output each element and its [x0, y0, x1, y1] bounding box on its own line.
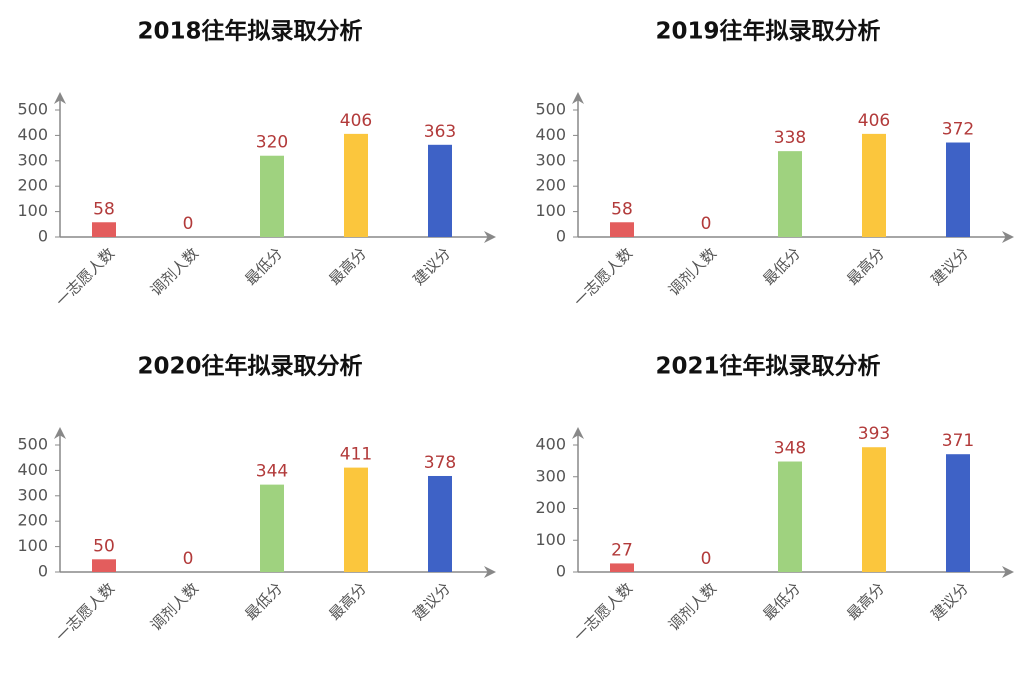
- x-tick-label: 最高分: [843, 579, 888, 624]
- value-label: 0: [701, 549, 712, 569]
- x-tick-label: 一志愿人数: [570, 244, 636, 310]
- x-tick-label: 调剂人数: [665, 244, 720, 299]
- value-label: 0: [183, 549, 194, 569]
- value-label: 58: [611, 199, 633, 219]
- y-tick-label: 100: [535, 530, 566, 549]
- value-label: 320: [256, 133, 288, 153]
- chart-title: 2019往年拟录取分析: [655, 18, 880, 45]
- bar: [610, 222, 634, 237]
- y-tick-label: 400: [17, 125, 48, 144]
- x-tick-label: 最高分: [325, 579, 370, 624]
- value-label: 338: [774, 128, 806, 148]
- y-tick-label: 100: [17, 536, 48, 555]
- x-tick-label: 建议分: [927, 244, 972, 289]
- y-tick-label: 0: [556, 227, 566, 246]
- bar: [428, 475, 452, 572]
- y-tick-label: 300: [535, 150, 566, 169]
- y-tick-label: 500: [535, 100, 566, 119]
- chart-title: 2021往年拟录取分析: [655, 353, 880, 380]
- value-label: 411: [340, 445, 372, 465]
- bar: [862, 447, 886, 572]
- x-tick-label: 调剂人数: [147, 579, 202, 634]
- bar: [610, 563, 634, 572]
- value-label: 363: [424, 122, 456, 142]
- chart-panel: 2021往年拟录取分析010020030040027一志愿人数0调剂人数348最…: [535, 353, 1014, 645]
- x-tick-label: 建议分: [409, 579, 454, 624]
- y-tick-label: 0: [38, 562, 48, 581]
- y-tick-label: 400: [535, 435, 566, 454]
- y-tick-label: 300: [17, 150, 48, 169]
- x-tick-label: 最低分: [241, 579, 286, 624]
- x-tick-label: 调剂人数: [665, 579, 720, 634]
- chart-title: 2020往年拟录取分析: [137, 353, 362, 380]
- chart-panel: 2019往年拟录取分析010020030040050058一志愿人数0调剂人数3…: [535, 18, 1014, 310]
- value-label: 372: [942, 120, 974, 140]
- x-tick-label: 一志愿人数: [52, 579, 118, 645]
- x-tick-label: 调剂人数: [147, 244, 202, 299]
- bar: [428, 144, 452, 237]
- y-tick-label: 200: [17, 511, 48, 530]
- value-label: 378: [424, 453, 456, 473]
- x-tick-label: 最高分: [843, 244, 888, 289]
- bar: [260, 155, 284, 237]
- bar: [344, 133, 368, 237]
- value-label: 27: [611, 540, 633, 560]
- y-tick-label: 0: [38, 227, 48, 246]
- y-tick-label: 200: [535, 498, 566, 517]
- value-label: 0: [183, 214, 194, 234]
- value-label: 406: [340, 111, 372, 131]
- x-tick-label: 最低分: [759, 244, 804, 289]
- value-label: 371: [942, 431, 974, 451]
- x-tick-label: 最低分: [241, 244, 286, 289]
- x-tick-label: 一志愿人数: [52, 244, 118, 310]
- x-tick-label: 最高分: [325, 244, 370, 289]
- chart-panel: 2020往年拟录取分析010020030040050050一志愿人数0调剂人数3…: [17, 353, 496, 645]
- value-label: 406: [858, 111, 890, 131]
- bar: [946, 454, 970, 572]
- y-tick-label: 500: [17, 100, 48, 119]
- bar: [260, 484, 284, 572]
- chart-panel: 2018往年拟录取分析010020030040050058一志愿人数0调剂人数3…: [17, 18, 496, 310]
- y-tick-label: 100: [535, 201, 566, 220]
- value-label: 50: [93, 536, 115, 556]
- value-label: 58: [93, 199, 115, 219]
- bar: [778, 151, 802, 237]
- y-tick-label: 400: [535, 125, 566, 144]
- chart-title: 2018往年拟录取分析: [137, 18, 362, 45]
- value-label: 348: [774, 439, 806, 459]
- value-label: 344: [256, 462, 288, 482]
- y-tick-label: 300: [17, 485, 48, 504]
- y-tick-label: 200: [535, 176, 566, 195]
- y-tick-label: 100: [17, 201, 48, 220]
- y-tick-label: 0: [556, 562, 566, 581]
- value-label: 393: [858, 424, 890, 444]
- y-tick-label: 400: [17, 460, 48, 479]
- bar: [92, 222, 116, 237]
- y-tick-label: 300: [535, 466, 566, 485]
- y-tick-label: 200: [17, 176, 48, 195]
- x-tick-label: 最低分: [759, 579, 804, 624]
- x-tick-label: 建议分: [927, 579, 972, 624]
- bar: [344, 467, 368, 572]
- bar: [862, 133, 886, 237]
- y-tick-label: 500: [17, 435, 48, 454]
- x-tick-label: 一志愿人数: [570, 579, 636, 645]
- bar: [92, 559, 116, 572]
- bar: [946, 142, 970, 237]
- bar: [778, 461, 802, 572]
- x-tick-label: 建议分: [409, 244, 454, 289]
- value-label: 0: [701, 214, 712, 234]
